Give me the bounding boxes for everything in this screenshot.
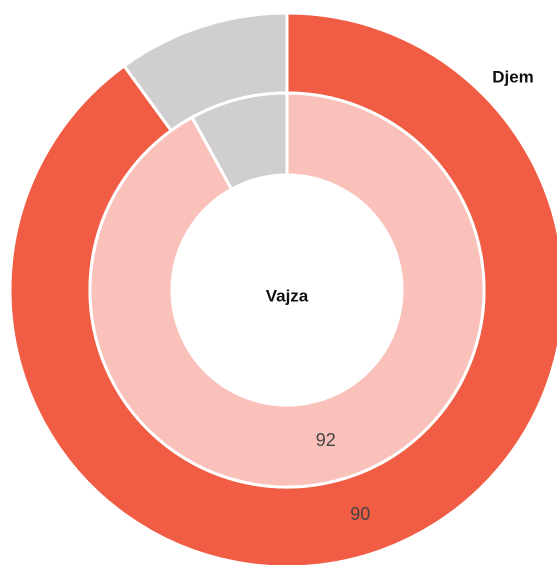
donut-segment [190, 91, 289, 192]
series-label: Djem [492, 67, 534, 86]
donut-segment [88, 91, 486, 489]
value-label: 90 [350, 504, 370, 524]
series-label: Vajza [266, 286, 309, 305]
value-label: 92 [316, 430, 336, 450]
